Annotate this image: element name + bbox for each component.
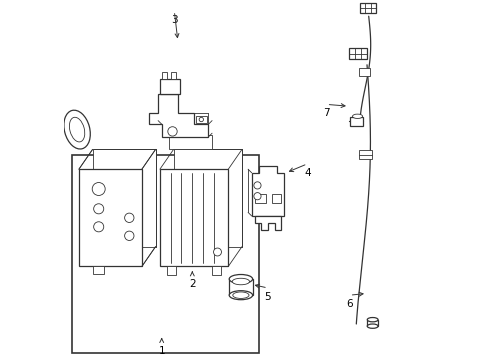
Bar <box>349 117 362 126</box>
Polygon shape <box>255 216 280 230</box>
Bar <box>359 3 375 13</box>
Bar <box>172 126 183 135</box>
Circle shape <box>94 222 103 232</box>
Ellipse shape <box>229 274 252 284</box>
Text: 7: 7 <box>323 108 329 118</box>
Circle shape <box>124 231 134 240</box>
Bar <box>358 68 370 76</box>
Ellipse shape <box>366 318 377 322</box>
Ellipse shape <box>229 291 252 300</box>
Bar <box>366 320 377 326</box>
Circle shape <box>253 193 261 200</box>
Circle shape <box>167 127 177 136</box>
Bar <box>167 266 176 275</box>
Bar <box>255 194 265 203</box>
Text: 1: 1 <box>158 346 164 356</box>
Bar <box>93 266 104 274</box>
Bar <box>358 150 371 159</box>
Ellipse shape <box>69 117 84 142</box>
Polygon shape <box>173 149 242 247</box>
Text: 4: 4 <box>304 168 310 178</box>
Text: 2: 2 <box>188 279 195 289</box>
Polygon shape <box>92 149 155 247</box>
Bar <box>348 48 366 59</box>
Ellipse shape <box>352 114 362 118</box>
Text: 5: 5 <box>264 292 271 302</box>
Circle shape <box>92 183 105 195</box>
Polygon shape <box>251 166 284 216</box>
Bar <box>196 116 206 123</box>
Circle shape <box>199 117 203 122</box>
Ellipse shape <box>232 292 248 298</box>
Circle shape <box>253 182 261 189</box>
Polygon shape <box>149 94 208 137</box>
Bar <box>271 194 280 203</box>
Text: 6: 6 <box>346 299 352 309</box>
Bar <box>79 169 142 266</box>
Ellipse shape <box>64 110 90 149</box>
Text: 3: 3 <box>171 15 177 25</box>
Circle shape <box>213 248 221 256</box>
Bar <box>190 126 201 135</box>
Bar <box>160 79 179 94</box>
Bar <box>212 266 221 275</box>
Bar <box>170 72 176 79</box>
Bar <box>72 155 258 353</box>
Circle shape <box>94 204 103 214</box>
Bar <box>160 169 228 266</box>
Bar <box>162 72 167 79</box>
Ellipse shape <box>366 324 377 328</box>
Bar <box>229 279 252 295</box>
Bar <box>168 135 212 149</box>
Circle shape <box>124 213 134 222</box>
Ellipse shape <box>232 278 249 285</box>
